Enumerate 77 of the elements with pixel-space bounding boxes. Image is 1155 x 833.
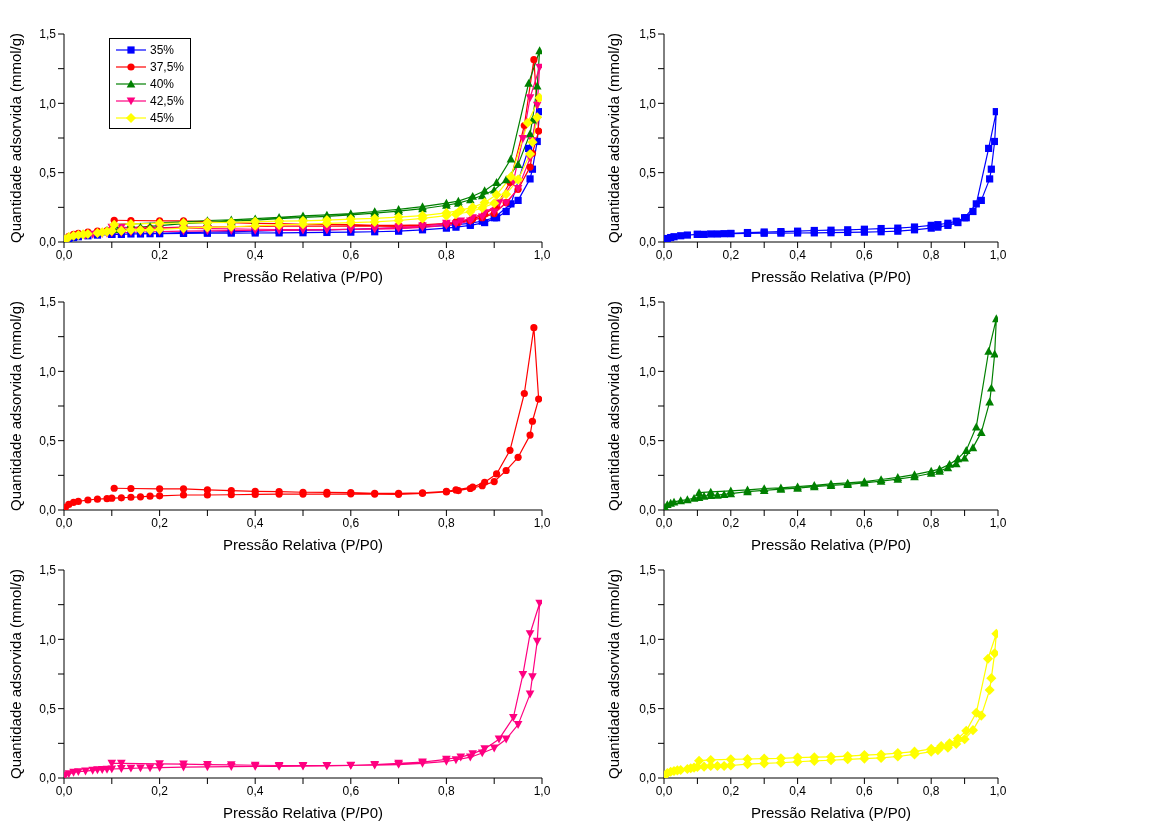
x-tick-label: 1,0 (989, 515, 1007, 530)
x-tick-label: 0,4 (246, 783, 264, 798)
x-tick-label: 0,2 (151, 247, 169, 262)
x-tick-label: 0,6 (342, 247, 360, 262)
x-tick-label: 0,4 (246, 247, 264, 262)
x-tick-label: 0,8 (438, 247, 456, 262)
y-tick-label: 0,0 (39, 503, 57, 518)
y-tick-label: 0,0 (639, 503, 657, 518)
x-tick-label: 1,0 (533, 515, 551, 530)
x-tick-label: 0,0 (55, 515, 73, 530)
y-tick-label: 0,0 (39, 771, 57, 786)
x-tick-label: 0,2 (151, 515, 169, 530)
x-axis-title: Pressão Relativa (P/P0) (750, 268, 912, 285)
x-tick-label: 0,6 (342, 783, 360, 798)
x-axis-title: Pressão Relativa (P/P0) (750, 536, 912, 553)
y-tick-label: 1,0 (39, 96, 57, 111)
y-tick-label: 0,5 (639, 165, 657, 180)
legend-label: 35% (150, 42, 175, 57)
x-tick-label: 1,0 (989, 247, 1007, 262)
x-tick-label: 0,8 (438, 515, 456, 530)
legend-label: 42,5% (150, 93, 185, 108)
y-tick-label: 1,5 (639, 295, 657, 310)
y-tick-label: 0,0 (39, 235, 57, 250)
x-tick-label: 0,6 (856, 247, 874, 262)
x-axis-title: Pressão Relativa (P/P0) (750, 804, 912, 821)
x-tick-label: 0,0 (655, 783, 673, 798)
x-tick-label: 0,6 (856, 783, 874, 798)
x-tick-label: 0,0 (55, 783, 73, 798)
x-tick-label: 0,2 (151, 783, 169, 798)
y-tick-label: 0,5 (39, 433, 57, 448)
x-axis-title: Pressão Relativa (P/P0) (222, 268, 384, 285)
y-tick-label: 1,5 (639, 563, 657, 578)
x-tick-label: 0,4 (789, 783, 807, 798)
y-axis-title: Quantidade adsorvida (mmol/g) (7, 568, 25, 779)
x-tick-label: 0,8 (922, 515, 940, 530)
x-axis-title: Pressão Relativa (P/P0) (222, 536, 384, 553)
y-tick-label: 1,5 (639, 27, 657, 42)
y-tick-label: 1,0 (39, 632, 57, 647)
y-tick-label: 0,5 (639, 433, 657, 448)
x-tick-label: 1,0 (533, 783, 551, 798)
x-tick-label: 0,0 (55, 247, 73, 262)
x-tick-label: 0,8 (438, 783, 456, 798)
x-tick-label: 0,0 (655, 515, 673, 530)
legend-label: 37,5% (150, 59, 185, 74)
x-tick-label: 0,6 (342, 515, 360, 530)
x-tick-label: 0,4 (789, 515, 807, 530)
y-axis-title: Quantidade adsorvida (mmol/g) (605, 32, 623, 243)
x-tick-label: 0,0 (655, 247, 673, 262)
legend-label: 45% (150, 110, 175, 125)
x-tick-label: 0,6 (856, 515, 874, 530)
x-tick-label: 1,0 (533, 247, 551, 262)
x-tick-label: 0,2 (722, 515, 740, 530)
y-tick-label: 0,0 (639, 771, 657, 786)
y-axis-title: Quantidade adsorvida (mmol/g) (7, 32, 25, 243)
x-tick-label: 1,0 (989, 783, 1007, 798)
y-axis-title: Quantidade adsorvida (mmol/g) (605, 568, 623, 779)
x-axis-title: Pressão Relativa (P/P0) (222, 804, 384, 821)
y-tick-label: 1,5 (39, 27, 57, 42)
y-tick-label: 1,5 (39, 295, 57, 310)
y-tick-label: 1,5 (39, 563, 57, 578)
legend-label: 40% (150, 76, 175, 91)
y-tick-label: 1,0 (639, 632, 657, 647)
y-tick-label: 1,0 (639, 96, 657, 111)
x-tick-label: 0,4 (246, 515, 264, 530)
y-tick-label: 1,0 (639, 364, 657, 379)
x-tick-label: 0,8 (922, 783, 940, 798)
y-tick-label: 0,0 (639, 235, 657, 250)
y-tick-label: 0,5 (39, 165, 57, 180)
x-tick-label: 0,4 (789, 247, 807, 262)
y-tick-label: 1,0 (39, 364, 57, 379)
x-tick-label: 0,8 (922, 247, 940, 262)
y-tick-label: 0,5 (39, 701, 57, 716)
y-axis-title: Quantidade adsorvida (mmol/g) (605, 300, 623, 511)
y-axis-title: Quantidade adsorvida (mmol/g) (7, 300, 25, 511)
y-tick-label: 0,5 (639, 701, 657, 716)
x-tick-label: 0,2 (722, 247, 740, 262)
x-tick-label: 0,2 (722, 783, 740, 798)
